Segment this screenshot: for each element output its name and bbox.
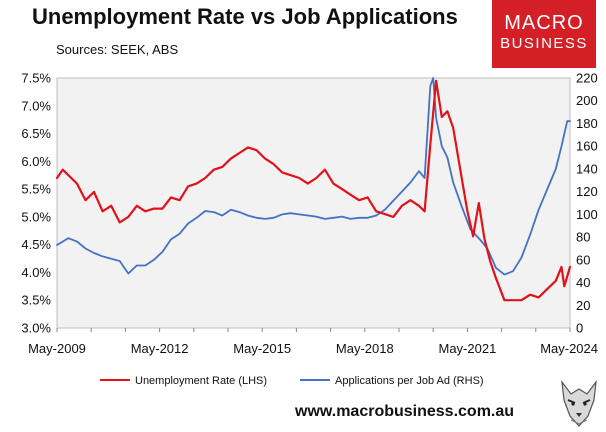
right-tick-label: 180 (576, 116, 598, 131)
left-tick-label: 4.5% (21, 237, 51, 252)
left-tick-label: 4.0% (21, 265, 51, 280)
right-tick-label: 120 (576, 184, 598, 199)
right-tick-label: 100 (576, 207, 598, 222)
left-tick-label: 6.0% (21, 154, 51, 169)
wolf-mascot-icon (561, 380, 597, 427)
series-line-unemployment (55, 79, 572, 302)
right-tick-label: 40 (576, 275, 590, 290)
legend: Unemployment Rate (LHS) Applications per … (100, 375, 484, 387)
logo-line-2: BUSINESS (500, 35, 588, 52)
x-tick-label: May-2015 (233, 341, 291, 356)
legend-label: Unemployment Rate (LHS) (135, 375, 267, 387)
x-tick-label: May-2012 (131, 341, 189, 356)
right-tick-label: 0 (576, 321, 583, 336)
right-tick-label: 80 (576, 230, 590, 245)
x-tick-label: May-2018 (336, 341, 394, 356)
chart-title: Unemployment Rate vs Job Applications (32, 4, 458, 29)
macrobusiness-logo: MACRO BUSINESS (492, 0, 596, 68)
logo-line-1: MACRO (504, 12, 584, 34)
left-tick-label: 5.0% (21, 209, 51, 224)
x-axis: May-2009 May-2012 May-2015 May-2018 May-2021… (28, 328, 598, 356)
series-line-applications (56, 77, 571, 276)
right-tick-label: 160 (576, 139, 598, 154)
left-tick-label: 6.5% (21, 126, 51, 141)
left-tick-label: 3.0% (21, 321, 51, 336)
left-axis: 3.0% 3.5% 4.0% 4.5% 5.0% 5.5% 6.0% 6.5% 7.0% 7.5% (21, 71, 51, 336)
series-layer (55, 77, 572, 302)
x-tick-label: May-2009 (28, 341, 86, 356)
left-tick-label: 7.0% (21, 98, 51, 113)
right-tick-label: 140 (576, 161, 598, 176)
left-tick-label: 3.5% (21, 293, 51, 308)
x-tick-label: May-2024 (540, 341, 598, 356)
right-tick-label: 60 (576, 252, 590, 267)
left-tick-label: 5.5% (21, 182, 51, 197)
x-tick-label: May-2021 (438, 341, 496, 356)
left-tick-label: 7.5% (21, 71, 51, 86)
right-tick-label: 220 (576, 71, 598, 86)
plot-area (56, 77, 571, 329)
right-tick-label: 200 (576, 93, 598, 108)
legend-label: Applications per Job Ad (RHS) (335, 375, 484, 387)
right-axis: 0 20 40 60 80 100 120 140 160 180 200 220 (576, 71, 598, 336)
right-tick-label: 20 (576, 298, 590, 313)
chart-subtitle: Sources: SEEK, ABS (56, 42, 179, 57)
website-url: www.macrobusiness.com.au (295, 403, 515, 420)
